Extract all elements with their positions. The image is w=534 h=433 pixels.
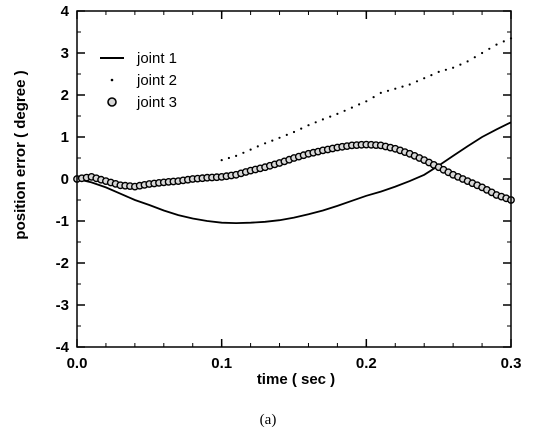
series-joint-3 [73,140,515,204]
data-point [256,145,259,148]
data-point [365,100,368,103]
data-point [502,40,505,43]
figure-caption: (a) [260,412,277,428]
tick-labels: 0.0 0.1 0.2 0.3 -4 -3 -2 -1 0 1 2 3 4 [56,3,522,372]
data-point [329,115,332,118]
data-point [285,133,288,136]
data-point [220,159,223,162]
data-point [292,130,296,134]
y-tick-label: 1 [61,129,69,146]
x-axis-title: time ( sec ) [257,371,335,388]
data-point [307,124,310,127]
x-tick-label: 0.0 [67,355,88,372]
data-point [379,91,382,94]
legend-swatch [110,78,114,82]
data-point [488,47,491,50]
data-point [430,74,433,77]
data-point [473,56,476,59]
legend-swatch [107,97,117,107]
x-tick-label: 0.2 [356,355,377,372]
data-point [271,139,274,142]
data-point [394,87,397,90]
y-tick-label: 4 [61,3,70,20]
data-point [336,112,339,115]
y-tick-label: 2 [61,87,69,104]
y-tick-label: 3 [61,45,69,62]
series-joint-2 [220,37,513,162]
data-point [459,63,462,66]
data-point [278,136,281,139]
legend-item: joint 1 [100,50,177,67]
data-point [408,83,411,86]
data-point [300,127,303,130]
legend: joint 1 joint 2 joint 3 [100,50,177,111]
legend-item: joint 2 [110,72,177,89]
y-tick-label: -3 [56,297,69,314]
data-point [386,89,390,92]
plot-frame [76,10,512,348]
data-point [264,142,267,145]
x-tick-label: 0.1 [211,355,232,372]
data-point [401,85,404,88]
data-point [495,43,498,46]
data-point [466,60,469,63]
data-point [321,118,324,121]
data-point [358,103,361,106]
data-point [235,154,238,157]
y-tick-label: -2 [56,255,69,272]
y-axis-title: position error ( degree ) [12,70,29,239]
legend-label: joint 1 [136,50,177,67]
data-point [423,77,426,80]
data-point [314,121,317,124]
y-tick-label: -1 [56,213,69,230]
y-tick-label: -4 [56,339,70,356]
data-point [437,70,440,73]
x-tick-label: 0.3 [501,355,522,372]
legend-label: joint 3 [136,94,177,111]
legend-label: joint 2 [136,72,177,89]
y-tick-label: 0 [61,171,69,188]
series-layer [73,37,515,225]
data-point [350,106,353,109]
data-point [481,51,484,55]
data-point [249,148,252,151]
data-point [227,156,230,160]
data-point [343,109,346,112]
data-point [372,96,375,99]
data-point [415,80,419,83]
data-point [452,66,455,69]
legend-item: joint 3 [107,94,177,111]
data-point [444,68,447,71]
data-point [242,151,245,154]
